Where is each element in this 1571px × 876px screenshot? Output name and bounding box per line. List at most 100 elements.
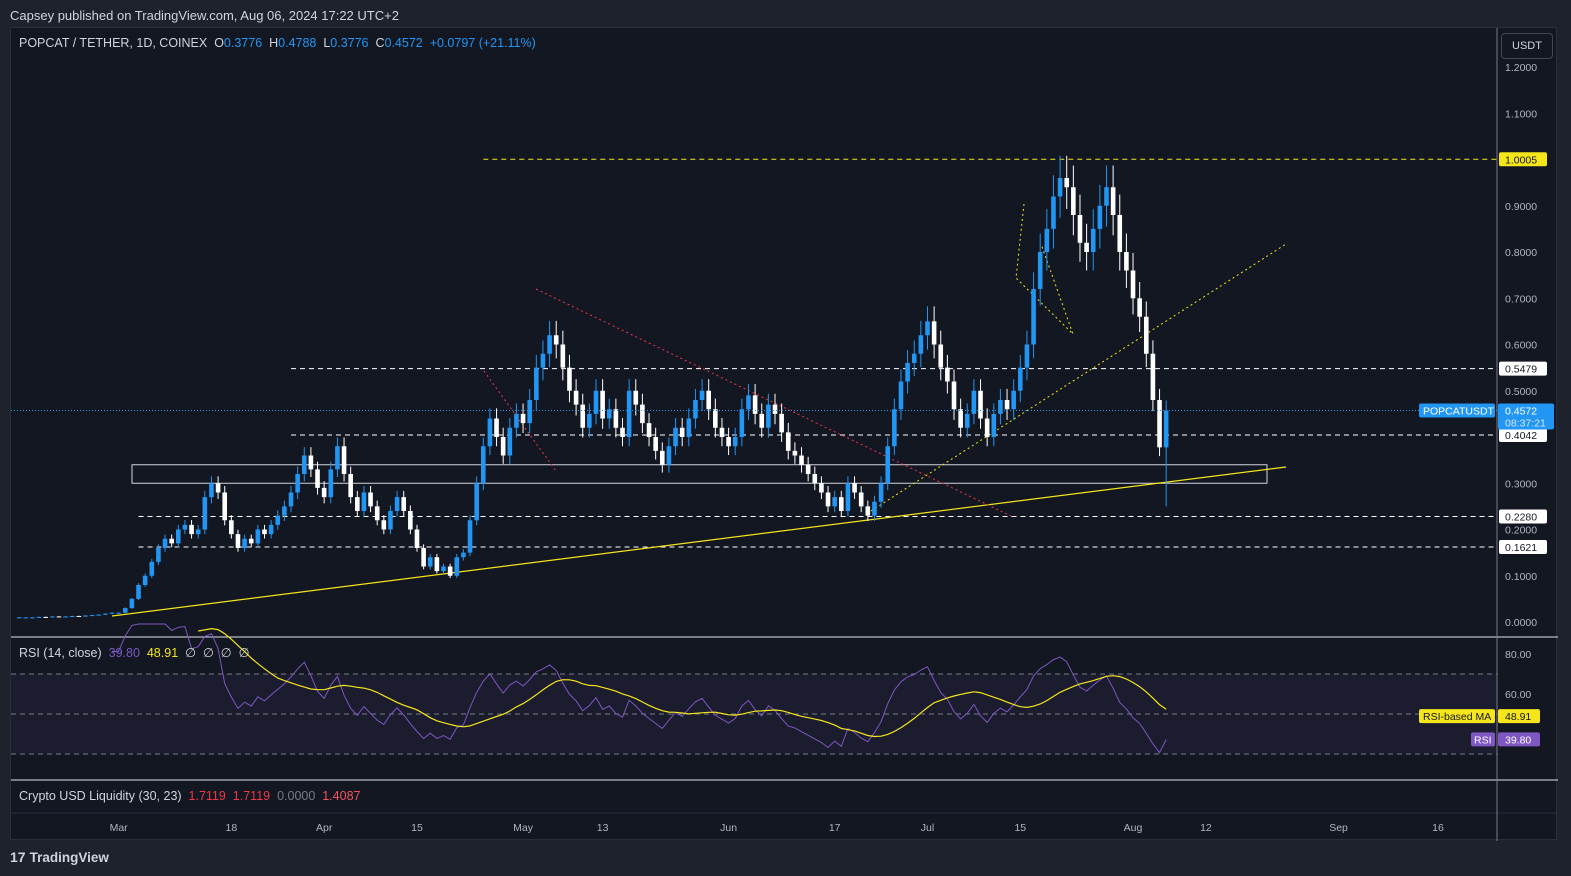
candle-body (427, 557, 433, 567)
candle-body (209, 483, 214, 498)
candle-body (686, 418, 692, 437)
candle-body (414, 529, 420, 548)
candle-body (739, 409, 745, 437)
candle-body (1011, 390, 1016, 410)
candle-body (514, 413, 519, 428)
candle-body (659, 450, 665, 465)
rsi-ma-value-label: 48.91 (1505, 711, 1531, 723)
candle-body (1064, 178, 1070, 188)
candle-body (858, 492, 864, 507)
candle-body (83, 615, 88, 617)
candle-body (23, 617, 29, 619)
candle-body (898, 381, 904, 410)
candle-body (971, 390, 977, 414)
candle-body (328, 469, 334, 498)
candle-body (911, 353, 917, 363)
liquidity-title: Crypto USD Liquidity (30, 23) (19, 789, 182, 803)
candle-body (129, 598, 135, 609)
candle-body (89, 615, 95, 617)
candle-body (368, 492, 373, 507)
candle-body (441, 566, 446, 572)
symbol-tag (1419, 403, 1495, 418)
currency-button[interactable]: USDT (1501, 33, 1553, 59)
candle-body (507, 427, 513, 456)
candle-body (726, 437, 731, 447)
candle-body (812, 474, 818, 484)
x-tick-label: Aug (1124, 822, 1143, 834)
candle-body (1124, 252, 1129, 271)
candle-body (301, 455, 307, 474)
low-label: L (323, 36, 331, 50)
candle-body (255, 529, 261, 544)
candle-body (865, 506, 871, 516)
candle-body (136, 585, 141, 599)
candle-body (434, 557, 440, 572)
candle-body (275, 515, 281, 525)
liquidity-legend: Crypto USD Liquidity (30, 23) 1.7119 1.7… (19, 789, 360, 803)
symbol-title: POPCAT / TETHER, 1D, COINEX (19, 36, 208, 50)
pattern-lines (1015, 203, 1074, 335)
candle-body (520, 413, 526, 424)
x-tick-label: Jun (720, 822, 737, 834)
candle-body (1071, 187, 1076, 215)
candle-body (348, 474, 353, 498)
candle-body (182, 524, 188, 530)
rsi-value-label: 39.80 (1505, 734, 1531, 746)
candle-body (1004, 400, 1010, 410)
candle-body (905, 363, 910, 382)
candle-body (454, 557, 460, 576)
candle-body (567, 367, 572, 391)
candle-body (805, 464, 811, 474)
candle-body (315, 469, 320, 488)
x-tick-label: Sep (1329, 822, 1348, 834)
candle-body (779, 413, 784, 433)
candle-body (825, 492, 831, 507)
low-value: 0.3776 (330, 36, 369, 50)
candle-body (1018, 367, 1023, 391)
candle-body (792, 450, 798, 456)
change-value: +0.0797 (+21.11%) (429, 36, 536, 50)
rsi-tick-label: 60.00 (1505, 689, 1531, 701)
high-value: 0.4788 (278, 36, 317, 50)
rsi-ma-line (198, 627, 1167, 738)
candle-body (573, 390, 579, 405)
y-tick-label: 1.1000 (1505, 108, 1537, 120)
candle-body (527, 400, 532, 424)
liquidity-v4: 1.4087 (322, 789, 361, 803)
candle-body (122, 608, 128, 613)
candle-body (1130, 270, 1136, 299)
rsi-extra-1: ∅ (185, 646, 196, 660)
liquidity-v2: 1.7119 (232, 789, 271, 803)
rsi-extra-2: ∅ (202, 646, 214, 660)
price-chart[interactable]: 1.2000 1.1000 0.9000 0.8000 0.7000 0.6000 0.50… (11, 28, 1558, 841)
candle-body (958, 409, 963, 428)
chart-frame[interactable]: 1.2000 1.1000 0.9000 0.8000 0.7000 0.6000 0.50… (10, 27, 1558, 841)
candle-body (467, 520, 473, 553)
x-tick-label: Jul (921, 822, 934, 834)
candle-body (951, 381, 957, 410)
x-tick-label: 12 (1200, 822, 1212, 834)
candle-body (1137, 298, 1142, 317)
candle-body (633, 390, 639, 405)
candle-body (931, 321, 937, 345)
level-tag (1499, 152, 1547, 167)
candle-body (335, 446, 340, 470)
candle-body (355, 497, 360, 511)
candle-body (839, 497, 844, 511)
candle-body (640, 404, 645, 424)
level-tag (1499, 428, 1547, 443)
level-tag-label: 0.1621 (1505, 542, 1537, 554)
candle-body (679, 427, 685, 437)
candle-body (248, 538, 254, 544)
candle-body (560, 344, 566, 368)
candle-body (50, 616, 55, 618)
tradingview-logo[interactable]: 17 TradingView (10, 849, 109, 865)
candle-body (991, 413, 997, 437)
candle-body (461, 552, 466, 558)
candle-body (1084, 242, 1089, 252)
y-tick-label: 0.7000 (1505, 293, 1537, 305)
candle-body (30, 617, 35, 619)
trendline-resistance (535, 288, 1012, 517)
candle-body (699, 390, 705, 400)
high-label: H (269, 36, 279, 50)
